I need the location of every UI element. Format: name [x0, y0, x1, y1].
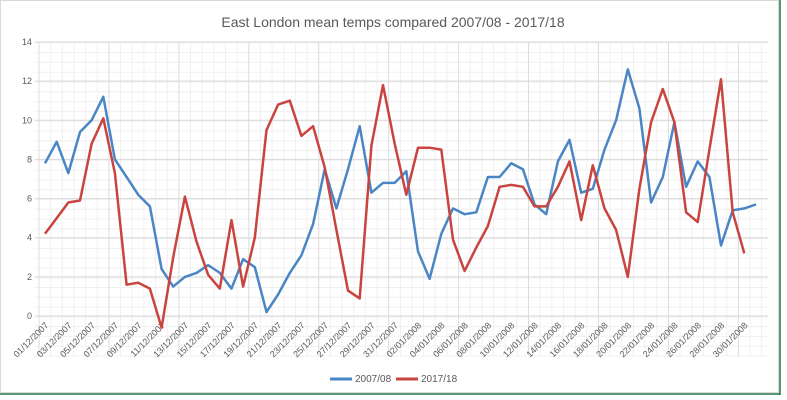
- y-tick-label: 12: [22, 76, 32, 86]
- series-line-2017-18: [43, 77, 746, 329]
- y-tick-label: 10: [22, 115, 32, 125]
- y-tick-label: 8: [27, 154, 32, 164]
- gridlines: [35, 41, 768, 357]
- y-tick-label: 4: [27, 233, 32, 243]
- y-tick-label: 14: [22, 37, 32, 47]
- legend: 2007/08 2017/18: [330, 374, 458, 385]
- series-lines: [43, 68, 757, 329]
- chart-title: East London mean temps compared 2007/08 …: [221, 14, 564, 30]
- y-tick-label: 2: [27, 272, 32, 282]
- chart-frame: [0, 0, 779, 393]
- y-tick-label: 6: [27, 194, 32, 204]
- y-axis-ticks: 0 2 4 6 8 10 12 14: [22, 37, 32, 321]
- series-line-2007-08: [43, 68, 757, 314]
- y-tick-label: 0: [27, 311, 32, 321]
- legend-label-2007-08: 2007/08: [355, 374, 392, 385]
- legend-label-2017-18: 2017/18: [421, 374, 458, 385]
